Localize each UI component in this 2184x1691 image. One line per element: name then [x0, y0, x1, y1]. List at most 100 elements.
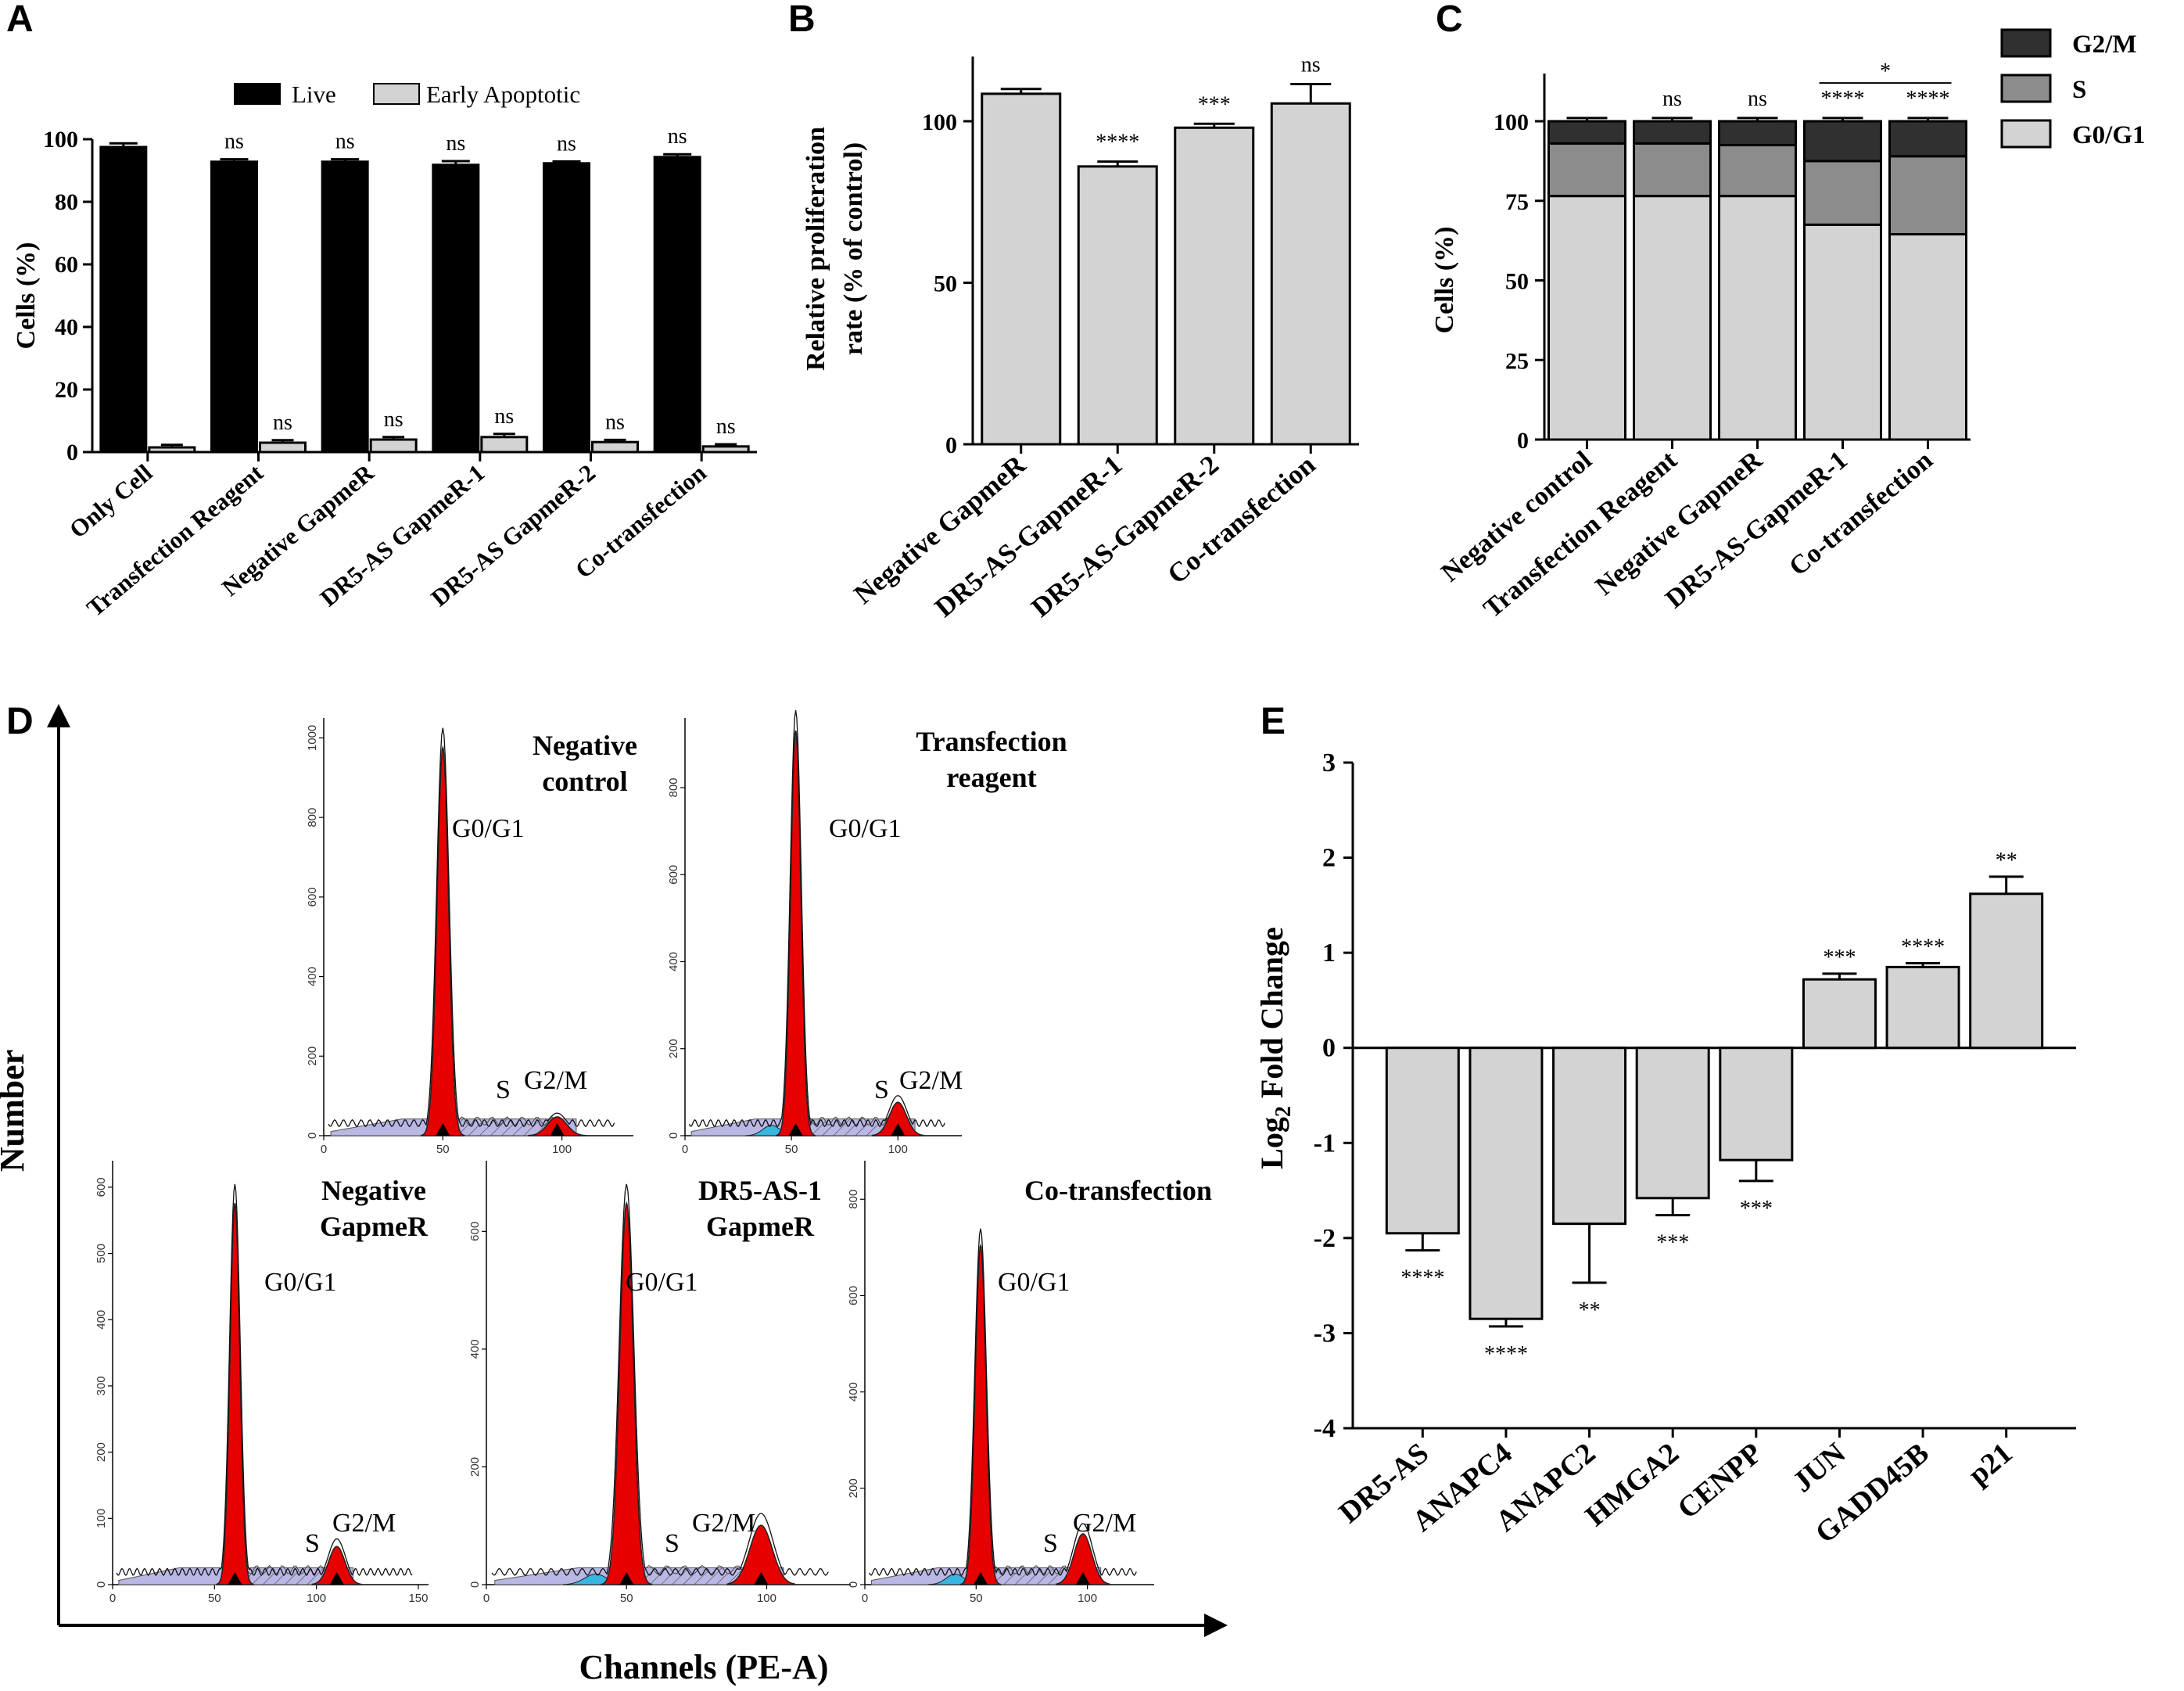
- d-hist-y-tick-label: 800: [306, 808, 319, 828]
- d-hist-peak-marker: [436, 1123, 450, 1136]
- d-hist-g0g1-peak: [216, 1203, 254, 1585]
- d-hist-g2m-peak: [311, 1546, 362, 1585]
- d-hist-g0g1-label: G0/G1: [829, 814, 902, 843]
- d-hist-y-tick-label: 400: [95, 1310, 108, 1330]
- d-hist-g2m-peak: [871, 1101, 924, 1136]
- d-hist-x-tick-label: 150: [408, 1592, 428, 1605]
- c-bracket-label: *: [1880, 59, 1891, 84]
- d-hist-x-tick-label: 100: [1078, 1592, 1097, 1605]
- c-bar-s: [1633, 142, 1712, 198]
- b-y-axis-title-line1: Relative proliferation: [802, 127, 830, 371]
- d-hist-title: Transfection: [916, 726, 1067, 757]
- a-bar-live: [210, 160, 258, 454]
- e-y-tick-label: 1: [1322, 939, 1336, 968]
- a-bar-live: [432, 163, 480, 454]
- d-hist-g0g1-label: G0/G1: [626, 1268, 698, 1297]
- d-histogram-1: 0 200 400 600 800 1000 0 50 100 Negative control G0…: [306, 718, 637, 1156]
- c-x-category: Negative control: [1436, 446, 1597, 587]
- d-hist-g2m-label: G2/M: [332, 1509, 396, 1538]
- d-hist-s-label: S: [305, 1529, 320, 1558]
- a-legend-apoptotic: Early Apoptotic: [426, 81, 580, 108]
- d-hist-title: DR5-AS-1: [698, 1175, 822, 1206]
- d-hist-x-tick-label: 100: [757, 1592, 776, 1605]
- d-y-axis-title: Number: [0, 1050, 31, 1172]
- e-bar: [1552, 1047, 1627, 1226]
- b-bar: [981, 92, 1062, 446]
- a-significance: ns: [668, 124, 687, 149]
- a-legend-swatch-live: [234, 83, 281, 105]
- d-histogram-2: 0 200 400 600 800 0 50 100 Transfection reagent G0…: [667, 710, 1067, 1156]
- d-hist-peak-marker: [974, 1572, 988, 1585]
- d-hist-g0g1-label: G0/G1: [998, 1268, 1070, 1297]
- c-bar-g2m: [1633, 120, 1712, 145]
- panel-b-chart: B 0 50 100 Relative proliferation rate (% of…: [788, 0, 1359, 623]
- d-hist-y-tick-label: 0: [306, 1133, 319, 1139]
- d-hist-y-tick-label: 600: [847, 1286, 860, 1305]
- d-hist-y-tick-label: 800: [667, 777, 680, 797]
- c-significance: ns: [1662, 87, 1682, 111]
- e-significance: ****: [1400, 1266, 1444, 1291]
- d-hist-raw-outline: [116, 1183, 413, 1577]
- a-bar-apoptotic: [701, 445, 750, 454]
- c-bar-g2m: [1803, 120, 1882, 163]
- c-significance: ****: [1821, 87, 1865, 111]
- d-hist-peak-marker: [754, 1572, 769, 1585]
- e-y-axis-title: Log2 Fold Change: [1254, 927, 1296, 1169]
- panel-d-label: D: [6, 701, 34, 742]
- a-y-tick-label: 100: [43, 127, 78, 153]
- a-significance: ns: [494, 404, 514, 429]
- a-y-tick-label: 20: [55, 377, 78, 403]
- d-hist-raw-outline: [328, 727, 615, 1128]
- c-bar-g0g1: [1633, 195, 1712, 441]
- a-significance: ns: [384, 407, 403, 432]
- a-legend-live: Live: [292, 81, 336, 108]
- a-bar-apoptotic: [480, 436, 529, 454]
- d-hist-peak-marker: [228, 1572, 242, 1585]
- d-hist-raw-outline: [688, 710, 945, 1128]
- d-hist-y-tick-label: 0: [847, 1581, 860, 1588]
- a-significance: ns: [273, 411, 292, 435]
- a-significance: ns: [224, 130, 244, 154]
- e-x-category: CENPP: [1672, 1437, 1769, 1526]
- c-y-tick-label: 25: [1505, 348, 1529, 374]
- d-hist-y-tick-label: 200: [95, 1442, 108, 1462]
- a-significance: ns: [605, 410, 625, 434]
- c-bar-g0g1: [1803, 223, 1882, 441]
- d-hist-y-tick-label: 200: [847, 1478, 860, 1498]
- e-significance: **: [1579, 1298, 1601, 1323]
- d-hist-g2m-label: G2/M: [1073, 1509, 1136, 1538]
- d-hist-y-tick-label: 200: [667, 1039, 680, 1058]
- d-hist-y-tick-label: 200: [468, 1457, 482, 1477]
- e-y-tick-label: 0: [1322, 1034, 1336, 1063]
- a-bar-live: [321, 160, 369, 454]
- d-hist-title: control: [542, 766, 627, 797]
- e-y-tick-label: 2: [1322, 844, 1336, 873]
- d-hist-title: GapmeR: [706, 1211, 815, 1242]
- e-y-tick-label: -3: [1314, 1319, 1336, 1348]
- c-legend-label: G0/G1: [2072, 121, 2146, 149]
- d-hist-title: Negative: [533, 730, 637, 761]
- b-bar: [1174, 126, 1255, 446]
- d-histogram-3: 0 100 200 300 400 500 600 0 50 100 150 Negative Gapm…: [95, 1161, 429, 1605]
- d-hist-raw-outline: [491, 1183, 829, 1576]
- a-y-tick-label: 40: [55, 314, 78, 340]
- d-hist-y-tick-label: 400: [667, 952, 680, 971]
- d-hist-y-tick-label: 600: [95, 1177, 108, 1197]
- d-hist-y-tick-label: 400: [847, 1382, 860, 1402]
- b-y-tick-label: 100: [922, 110, 957, 135]
- e-x-category: HMGA2: [1580, 1437, 1685, 1533]
- e-significance: ***: [1740, 1197, 1773, 1221]
- d-hist-g0g1-label: G0/G1: [452, 814, 525, 843]
- c-bar-s: [1547, 142, 1626, 198]
- d-x-axis-title: Channels (PE-A): [579, 1648, 828, 1686]
- e-significance: ***: [1656, 1231, 1689, 1255]
- e-bar: [1969, 892, 2044, 1050]
- b-significance: ***: [1198, 92, 1231, 117]
- d-hist-y-tick-label: 300: [95, 1376, 108, 1395]
- b-bar: [1270, 102, 1351, 446]
- a-significance: ns: [716, 415, 736, 439]
- d-hist-s-label: S: [665, 1529, 680, 1558]
